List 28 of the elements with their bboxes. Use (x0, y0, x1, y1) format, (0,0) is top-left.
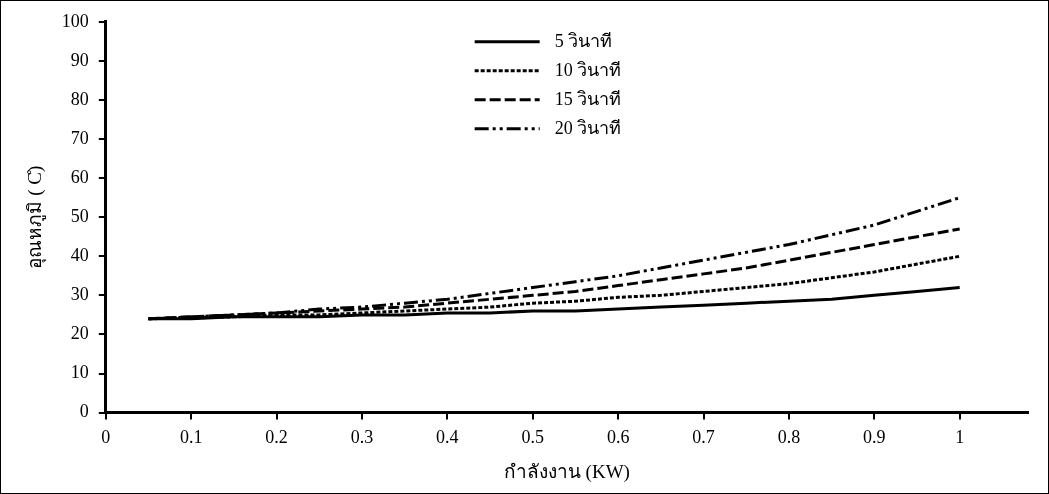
x-tick-label: 0.7 (692, 427, 715, 448)
legend-label: 10 วินาที (554, 59, 622, 80)
x-tick-label: 0.2 (265, 427, 288, 448)
y-tick-label: 90 (70, 49, 89, 70)
y-tick-label: 0 (79, 401, 89, 422)
x-tick-label: 0.8 (777, 427, 801, 448)
y-tick-label: 40 (70, 245, 89, 266)
x-tick-label: 0 (101, 427, 111, 448)
legend-label: 15 วินาที (554, 88, 622, 109)
x-tick-label: 0.1 (179, 427, 203, 448)
y-tick-label: 10 (70, 362, 89, 383)
x-tick-label: 0.6 (606, 427, 630, 448)
y-tick-label: 100 (61, 10, 89, 31)
legend-label: 20 วินาที (554, 117, 622, 138)
x-tick-label: 0.4 (436, 427, 459, 448)
y-tick-label: 30 (70, 284, 89, 305)
x-axis-title: กำลังงาน (KW) (503, 460, 630, 483)
y-axis-title: อุณหภูมิ ( C̊) (24, 165, 48, 269)
x-tick-label: 0.9 (863, 427, 886, 448)
legend-label: 5 วินาที (554, 30, 613, 51)
y-tick-label: 80 (70, 88, 89, 109)
x-tick-label: 0.5 (521, 427, 544, 448)
y-tick-label: 60 (70, 166, 89, 187)
x-tick-label: 0.3 (350, 427, 374, 448)
y-tick-label: 20 (70, 323, 89, 344)
x-tick-label: 1 (955, 427, 965, 448)
y-tick-label: 70 (70, 127, 89, 148)
y-tick-label: 50 (70, 205, 89, 226)
